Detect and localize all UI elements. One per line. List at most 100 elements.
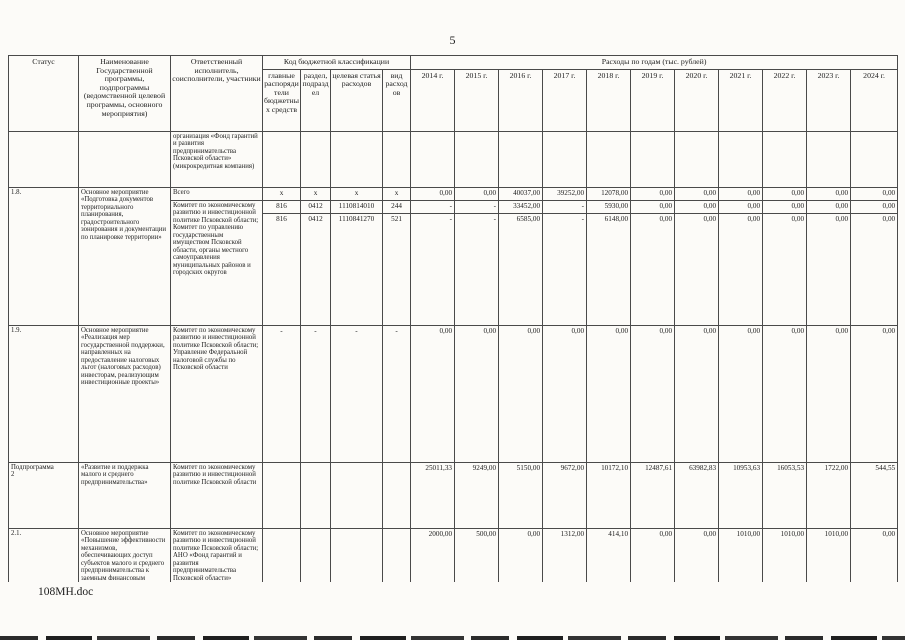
year-value-cell: 33452,00	[498, 199, 544, 214]
program-name-cell	[78, 130, 171, 188]
header-year-2022: 2022 г.	[762, 68, 808, 132]
grbs-cell	[262, 130, 301, 188]
program-name-cell: «Развитие и поддержка малого и среднего …	[78, 461, 171, 529]
header-row-groups: Статус Наименование Государственной прог…	[8, 55, 899, 132]
executor-cell: организация «Фонд гарантий и развития пр…	[170, 130, 263, 188]
year-value-cell: 0,00	[762, 199, 808, 214]
year-value-cell: 0,00	[762, 212, 808, 326]
year-value-cell: 12078,00	[586, 186, 632, 201]
expense-type-cell: -	[381, 324, 412, 463]
year-value-cell: 0,00	[630, 186, 676, 201]
year-value-cell	[718, 130, 764, 188]
year-value-cell: 0,00	[806, 199, 852, 214]
header-grbs: главные распорядители бюджетных средств	[262, 68, 301, 132]
razdel-cell: 0412	[300, 199, 331, 214]
year-value-cell: 500,00	[454, 527, 500, 583]
year-value-cell: 40037,00	[498, 186, 544, 201]
document-filename: 108МН.doc	[38, 586, 94, 598]
year-value-cell: 0,00	[806, 212, 852, 326]
target-article-cell	[330, 461, 383, 529]
header-year-2019: 2019 г.	[630, 68, 676, 132]
row-1-8-total: 1.8. Основное мероприятие «Подготовка до…	[8, 186, 899, 326]
year-value-cell	[630, 130, 676, 188]
razdel-cell: x	[300, 186, 331, 201]
year-value-cell: 2000,00	[410, 527, 456, 583]
year-value-cell: 0,00	[674, 527, 720, 583]
expense-type-cell: x	[381, 186, 412, 201]
year-value-cell: 0,00	[630, 527, 676, 583]
header-razdel: раздел, подраздел	[300, 68, 331, 132]
header-year-2018: 2018 г.	[586, 68, 632, 132]
row-subprogram-2: Подпрограмма 2 «Развитие и поддержка мал…	[8, 461, 899, 529]
executor-cell: Комитет по экономическому развитию и инв…	[170, 527, 263, 583]
year-value-cell	[454, 130, 500, 188]
year-value-cell: 39252,00	[542, 186, 588, 201]
year-value-cell: 12487,61	[630, 461, 676, 529]
year-value-cell: 0,00	[718, 212, 764, 326]
header-year-2024: 2024 г.	[850, 68, 899, 132]
row-1-9: 1.9. Основное мероприятие «Реализация ме…	[8, 324, 899, 463]
header-status: Статус	[8, 55, 79, 132]
year-value-cell: -	[542, 199, 588, 214]
year-value-cell: 9249,00	[454, 461, 500, 529]
expense-type-cell: 244	[381, 199, 412, 214]
grbs-cell	[262, 527, 301, 583]
grbs-cell	[262, 461, 301, 529]
executor-cell: Всего	[170, 186, 263, 201]
year-value-cell: 0,00	[718, 324, 764, 463]
status-cell	[8, 130, 79, 188]
year-value-cell: 0,00	[762, 186, 808, 201]
header-year-2023: 2023 г.	[806, 68, 852, 132]
status-cell: 1.9.	[8, 324, 79, 463]
year-value-cell: 5150,00	[498, 461, 544, 529]
year-value-cell	[586, 130, 632, 188]
year-value-cell	[806, 130, 852, 188]
year-value-cell: 0,00	[674, 212, 720, 326]
year-value-cell	[850, 130, 899, 188]
grbs-cell: 816	[262, 199, 301, 214]
header-program-name: Наименование Государственной программы, …	[78, 55, 171, 132]
header-expenses-group: Расходы по годам (тыс. рублей)	[410, 55, 899, 70]
program-name-text: Основное мероприятие «Повышение эффектив…	[81, 529, 166, 580]
year-value-cell	[410, 130, 456, 188]
year-value-cell: 544,55	[850, 461, 899, 529]
year-value-cell: 10953,63	[718, 461, 764, 529]
page-number: 5	[449, 33, 456, 47]
year-value-cell: 0,00	[674, 186, 720, 201]
year-value-cell: 0,00	[586, 324, 632, 463]
year-value-cell: 0,00	[850, 199, 899, 214]
year-value-cell: 6148,00	[586, 212, 632, 326]
year-value-cell: 0,00	[718, 186, 764, 201]
row-carryover: организация «Фонд гарантий и развития пр…	[8, 130, 899, 188]
header-row-columns: главные распорядители бюджетных средств …	[9, 68, 899, 132]
year-value-cell: 0,00	[850, 527, 899, 583]
header-target-article: целевая статья расходов	[330, 68, 383, 132]
year-value-cell: 0,00	[410, 186, 456, 201]
year-value-cell: 0,00	[454, 324, 500, 463]
year-value-cell: 0,00	[806, 324, 852, 463]
year-value-cell: 10172,10	[586, 461, 632, 529]
year-value-cell: 1722,00	[806, 461, 852, 529]
grbs-cell: 816	[262, 212, 301, 326]
executor-cell: Комитет по экономическому развитию и инв…	[170, 461, 263, 529]
header-budget-code-group: Код бюджетной классификации	[261, 55, 412, 70]
year-value-cell: -	[454, 199, 500, 214]
year-value-cell: 1312,00	[542, 527, 588, 583]
year-value-cell: 0,00	[454, 186, 500, 201]
year-value-cell: 0,00	[498, 527, 544, 583]
executor-text: Комитет по экономическому развитию и инв…	[173, 529, 259, 580]
year-value-cell: 0,00	[498, 324, 544, 463]
executor-cell: Комитет по экономическому развитию и инв…	[170, 199, 263, 326]
row-2-1: 2.1. Основное мероприятие «Повышение эфф…	[8, 527, 899, 583]
row-1-8-line2: 816 0412 1110841270 521 - - 6585,00 - 61…	[9, 212, 899, 326]
status-cell: Подпрограмма 2	[8, 461, 79, 529]
year-value-cell: 0,00	[630, 199, 676, 214]
year-value-cell: 25011,33	[410, 461, 456, 529]
header-executor: Ответственный исполнитель, соисполнители…	[170, 55, 263, 132]
year-value-cell: 0,00	[850, 324, 899, 463]
year-value-cell: 0,00	[762, 324, 808, 463]
year-value-cell: 0,00	[630, 324, 676, 463]
year-value-cell: 0,00	[850, 186, 899, 201]
year-value-cell: 63982,83	[674, 461, 720, 529]
